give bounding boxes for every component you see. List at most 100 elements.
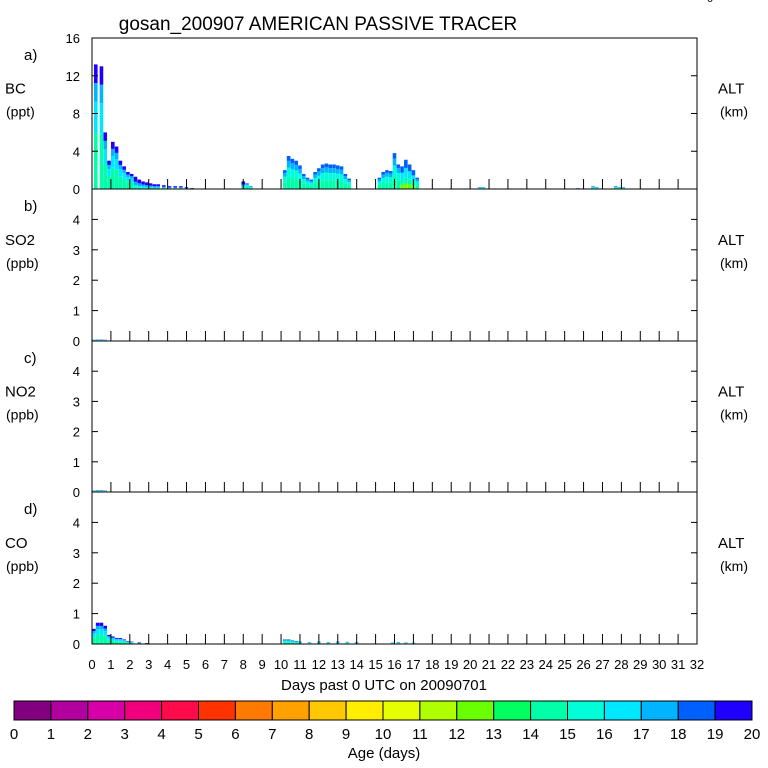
bar-segment (377, 181, 382, 186)
data-bar (118, 637, 123, 644)
data-bar (122, 639, 126, 644)
series-1 (92, 622, 149, 644)
bar-segment (313, 177, 317, 184)
bar-segment (92, 633, 96, 638)
bar-segment (118, 169, 123, 177)
bar-segment (118, 164, 123, 170)
bar-segment (328, 173, 333, 181)
y-tick-label: 2 (73, 576, 80, 591)
y-tick-label: 1 (73, 455, 80, 470)
bar-segment (286, 177, 291, 189)
data-bar (107, 634, 111, 644)
bar-segment (621, 187, 626, 189)
bar-segment (173, 187, 177, 189)
colorbar-swatch (603, 700, 642, 721)
bar-segment (107, 164, 111, 170)
data-bar (133, 176, 138, 189)
bar-segment (103, 149, 108, 164)
bar-segment (400, 179, 404, 185)
series-1 (93, 64, 194, 189)
data-bar (129, 173, 134, 189)
bar-segment (286, 167, 291, 178)
y-tick-label: 4 (73, 364, 80, 379)
bar-segment (133, 185, 138, 189)
bar-segment (103, 631, 108, 636)
alt-label: ALT (718, 535, 744, 552)
colorbar-label: 20 (744, 726, 761, 743)
bar-segment (477, 187, 482, 189)
colorbar-label: 10 (375, 726, 392, 743)
bar-segment (118, 637, 123, 639)
unit-label: (ppt) (6, 104, 35, 120)
bar-segment (283, 641, 287, 643)
x-tick-label: 1 (107, 657, 114, 672)
data-bar (103, 625, 108, 644)
bar-segment (324, 167, 329, 173)
bar-segment (114, 638, 119, 640)
bar-segment (396, 164, 401, 169)
bar-segment (343, 176, 348, 180)
bar-segment (328, 164, 333, 169)
data-bar (309, 179, 314, 189)
y-tick-label: 0 (73, 485, 80, 500)
colorbar-label: 15 (559, 726, 576, 743)
alt-label: ALT (718, 81, 744, 98)
bar-segment (381, 177, 385, 184)
unit-label: (ppb) (6, 558, 39, 574)
bar-segment (118, 638, 123, 640)
bar-segment (167, 187, 172, 189)
data-bar (162, 185, 166, 189)
bar-segment (111, 638, 115, 641)
bar-segment (93, 132, 98, 189)
data-bar (400, 166, 404, 189)
bar-segment (324, 180, 329, 189)
bar-segment (118, 641, 123, 644)
colorbar-label: 12 (448, 726, 465, 743)
bar-segment (156, 187, 160, 189)
bar-segment (111, 148, 115, 156)
bar-segment (415, 181, 419, 186)
data-bar (343, 173, 348, 189)
bar-segment (286, 642, 291, 644)
bar-segment (332, 164, 336, 169)
species-label: SO2 (5, 232, 35, 249)
data-bar (324, 163, 329, 189)
colorbar-swatch (493, 700, 532, 721)
bar-segment (93, 64, 98, 84)
bar-segment (245, 187, 249, 189)
bar-segment (343, 173, 348, 177)
colorbar-label: 8 (305, 726, 313, 743)
colorbar-swatch (308, 700, 347, 721)
bar-segment (326, 642, 331, 644)
bar-segment (388, 182, 393, 189)
bar-segment (320, 180, 325, 189)
y-tick-label: 16 (66, 31, 80, 46)
y-tick-label: 3 (73, 394, 80, 409)
bar-segment (103, 132, 108, 141)
colorbar-swatch (677, 700, 716, 721)
bar-segment (129, 182, 134, 189)
bar-segment (392, 158, 397, 166)
panel-letter: a) (24, 47, 37, 64)
bar-segment (290, 642, 295, 644)
bar-segment (118, 160, 123, 165)
bar-segment (92, 637, 96, 644)
bar-segment (617, 187, 622, 189)
alt-label: ALT (718, 232, 744, 249)
data-bar (407, 164, 412, 189)
bar-segment (99, 133, 104, 189)
data-bar (148, 183, 153, 189)
bar-segment (301, 183, 306, 189)
x-tick-label: 30 (652, 657, 666, 672)
data-bar (290, 158, 295, 189)
data-bar (313, 172, 317, 189)
x-tick-label: 4 (164, 657, 171, 672)
bar-segment (156, 184, 160, 187)
bar-segment (141, 184, 145, 187)
bar-segment (122, 169, 126, 174)
colorbar-swatch (345, 700, 384, 721)
bar-segment (335, 168, 340, 174)
bar-segment (595, 187, 599, 189)
x-tick-label: 11 (293, 657, 307, 672)
bar-segment (613, 187, 618, 189)
